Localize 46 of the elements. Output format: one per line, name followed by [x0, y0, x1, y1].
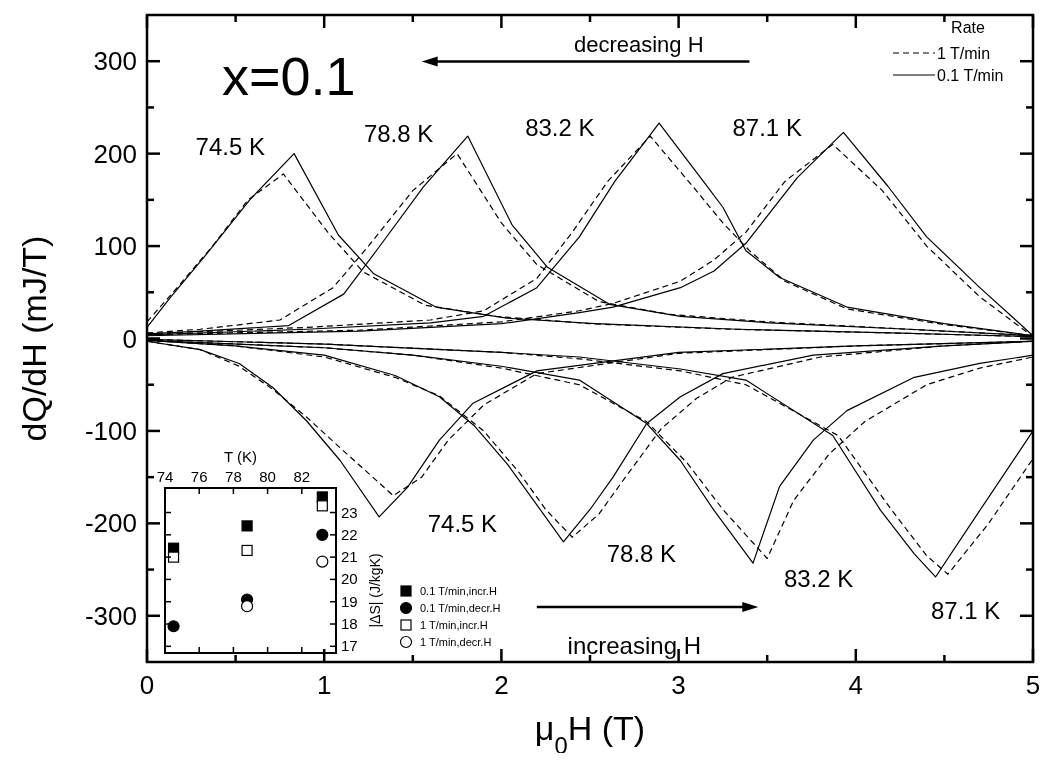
x-tick-label: 3: [671, 670, 686, 700]
annotation: decreasing H: [573, 31, 704, 57]
legend-label: 1 T/min,incr.H: [420, 619, 488, 631]
y-axis-title: |ΔS| (J/kgK): [367, 553, 383, 628]
y-tick-label: 18: [341, 615, 358, 633]
y-axis-title: dQ/dH (mJ/T): [15, 235, 53, 442]
y-tick-label: 17: [341, 637, 358, 655]
legend-label: 0.1 T/min,decr.H: [420, 602, 501, 614]
x-axis-title: μ$_{0}$H (T): [534, 709, 646, 759]
y-tick-label: -200: [84, 508, 137, 539]
annotation: 87.1 K: [930, 596, 1001, 624]
legend-title: Rate: [951, 19, 985, 36]
annotation: 83.2 K: [525, 113, 595, 141]
y-tick-label: 21: [341, 548, 358, 566]
x-tick-label: 4: [848, 670, 864, 700]
x-tick-label: 82: [293, 468, 311, 485]
legend-label: 1 T/min,decr.H: [420, 636, 492, 648]
legend-label: 0.1 T/min,incr.H: [420, 585, 497, 597]
x-tick-label: 1: [316, 670, 332, 700]
y-tick-label: -300: [84, 600, 137, 631]
x-tick-label: 2: [494, 670, 509, 700]
legend-label: 1 T/min: [937, 45, 991, 62]
y-tick-label: 0: [122, 323, 137, 354]
annotation: 78.8 K: [606, 540, 677, 568]
annotation: 78.8 K: [363, 119, 434, 147]
x-tick-label: 74: [156, 468, 174, 485]
annotation: increasing H: [567, 632, 701, 660]
y-tick-label: 22: [341, 525, 358, 543]
y-tick-label: 200: [93, 138, 137, 169]
annotation: 83.2 K: [783, 564, 854, 592]
x-tick-label: 78: [225, 468, 242, 485]
x-axis-title: T (K): [223, 448, 258, 465]
y-tick-label: 20: [341, 570, 358, 588]
y-tick-label: -100: [84, 415, 137, 446]
annotation: 74.5 K: [427, 509, 498, 537]
x-tick-label: 80: [259, 468, 276, 485]
y-tick-label: 19: [341, 592, 358, 610]
x-tick-label: 76: [190, 468, 208, 485]
y-tick-label: 100: [93, 231, 137, 262]
y-tick-label: 23: [341, 503, 358, 521]
annotation: 74.5 K: [195, 133, 265, 161]
legend-label: 0.1 T/min: [937, 67, 1004, 84]
annotation: 87.1 K: [732, 113, 802, 141]
annotation: x=0.1: [221, 46, 356, 107]
y-tick-label: 300: [93, 46, 137, 77]
x-tick-label: 5: [1025, 670, 1041, 700]
